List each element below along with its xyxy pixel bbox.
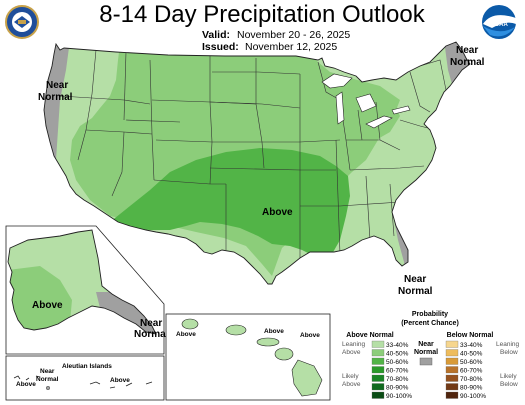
above-50-60-zone: [110, 148, 350, 258]
label-near-normal-se-1: Near: [404, 274, 426, 285]
label-above-alaska: Above: [32, 300, 63, 311]
legend-below-scale: 33-40%40-50% 50-60%60-70% 70-80%80-90% 90-1…: [445, 340, 486, 400]
legend-likely-below-2: Below: [500, 381, 518, 388]
label-aleutian-near-1: Near: [40, 368, 55, 375]
legend-below-range-swatch: [445, 366, 459, 374]
legend-title-2: (Percent Chance): [401, 320, 459, 327]
label-hawaii-above-3: Above: [300, 332, 320, 339]
legend-below-range-label: 90-100%: [460, 393, 486, 400]
lake-ontario: [391, 105, 411, 115]
label-aleutian-near-2: Normal: [36, 376, 59, 383]
legend-below-range-swatch: [445, 391, 459, 399]
state-boundaries: [59, 49, 447, 258]
valid-dates: November 20 - 26, 2025: [237, 29, 350, 41]
label-near-normal-ak-2: Normal: [134, 329, 169, 340]
legend-below-range-label: 80-90%: [460, 384, 483, 391]
legend-above-range-label: 60-70%: [386, 367, 409, 374]
legend-above-range-label: 50-60%: [386, 359, 409, 366]
legend-above-range-label: 40-50%: [386, 350, 409, 357]
label-hawaii-above-2: Above: [264, 328, 284, 335]
label-near-normal-ne-1: Near: [456, 45, 478, 56]
legend-above-range-swatch: [371, 349, 385, 357]
valid-label: Valid:: [202, 29, 230, 41]
lake-erie: [365, 115, 393, 129]
legend-leaning-below-1: Leaning: [496, 341, 520, 348]
aleutian-inset: Aleutian Islands Near Normal Above Above: [5, 355, 165, 401]
legend: Probability (Percent Chance) Above Norma…: [342, 311, 520, 400]
molokai: [256, 337, 280, 347]
maui: [274, 347, 294, 361]
legend-above-range-label: 80-90%: [386, 384, 409, 391]
legend-below-range-swatch: [445, 357, 459, 365]
legend-above-range-swatch: [371, 366, 385, 374]
kauai: [181, 318, 199, 330]
label-aleutian-above-2: Above: [110, 377, 130, 384]
legend-leaning-above-2: Above: [342, 349, 361, 356]
legend-above-range-label: 33-40%: [386, 342, 409, 349]
doc-seal-logo: [5, 5, 39, 39]
hawaii-inset: Above Above Above: [165, 313, 331, 401]
legend-above-scale: 33-40%40-50% 50-60%60-70% 70-80%80-90% 90-1…: [371, 340, 412, 400]
label-near-normal-ne-2: Normal: [450, 57, 485, 68]
legend-likely-above-1: Likely: [342, 373, 359, 380]
legend-near-normal-swatch: [419, 357, 433, 366]
legend-below-range-swatch: [445, 349, 459, 357]
legend-below-range-label: 60-70%: [460, 367, 483, 374]
legend-above-range-swatch: [371, 374, 385, 382]
map-title: 8-14 Day Precipitation Outlook: [99, 1, 426, 28]
noaa-logo: NOAA: [482, 5, 516, 39]
legend-near-header-2: Normal: [414, 349, 438, 356]
legend-above-range-swatch: [371, 340, 385, 348]
label-hawaii-above-1: Above: [176, 331, 196, 338]
label-aleutian-above-1: Above: [16, 381, 36, 388]
legend-below-range-label: 33-40%: [460, 342, 483, 349]
header: NOAA 8-14 Day Precipitation Outlook Vali…: [5, 1, 516, 53]
legend-above-range-swatch: [371, 357, 385, 365]
big-island: [291, 359, 323, 397]
label-near-normal-ak-1: Near: [140, 318, 162, 329]
legend-above-range-swatch: [371, 383, 385, 391]
legend-below-range-swatch: [445, 383, 459, 391]
legend-below-range-swatch: [445, 374, 459, 382]
legend-leaning-above-1: Leaning: [342, 341, 366, 348]
lake-huron: [355, 93, 377, 113]
lake-superior: [321, 73, 353, 89]
legend-below-header: Below Normal: [447, 332, 494, 339]
legend-leaning-below-2: Below: [500, 349, 518, 356]
legend-above-range-label: 90-100%: [386, 393, 412, 400]
legend-below-range-label: 70-80%: [460, 376, 483, 383]
legend-near-header-1: Near: [418, 341, 434, 348]
legend-above-range-swatch: [371, 391, 385, 399]
legend-above-header: Above Normal: [346, 332, 394, 339]
legend-below-range-swatch: [445, 340, 459, 348]
alaska-inset: Above Near Normal: [5, 225, 169, 355]
legend-below-range-label: 40-50%: [460, 350, 483, 357]
label-near-normal-se-2: Normal: [398, 286, 433, 297]
label-aleutian-islands: Aleutian Islands: [62, 363, 112, 370]
issued-date: November 12, 2025: [245, 41, 337, 53]
above-40-50-great-lakes: [336, 92, 400, 150]
legend-likely-above-2: Above: [342, 381, 361, 388]
oahu: [225, 324, 247, 336]
label-near-normal-west-1: Near: [46, 80, 68, 91]
alaska-above-40-50: [8, 266, 72, 334]
legend-above-range-label: 70-80%: [386, 376, 409, 383]
legend-title-1: Probability: [412, 311, 448, 318]
legend-likely-below-1: Likely: [500, 373, 517, 380]
issued-label: Issued:: [202, 41, 239, 53]
label-near-normal-west-2: Normal: [38, 92, 73, 103]
lake-michigan: [335, 91, 345, 125]
label-above-conus: Above: [262, 207, 293, 218]
noaa-logo-text: NOAA: [490, 22, 508, 28]
legend-below-range-label: 50-60%: [460, 359, 483, 366]
